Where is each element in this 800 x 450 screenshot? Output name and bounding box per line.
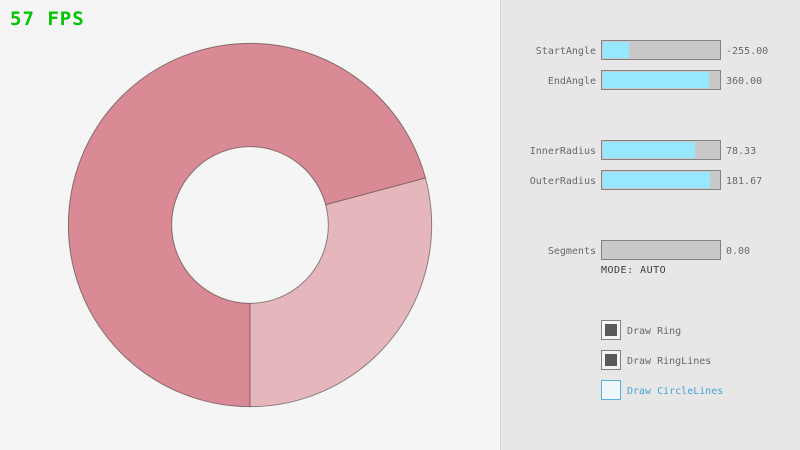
segments-mode-text: MODE: AUTO [601,265,667,276]
slider-row-startangle: StartAngle -255.00 [501,40,800,60]
slider-fill [603,42,629,58]
slider-fill [603,142,696,158]
slider-fill [603,72,710,88]
draw-ring-label: Draw Ring [627,326,682,337]
startangle-label: StartAngle [535,46,596,57]
ring-outline-inner [171,146,329,304]
controls-panel: StartAngle -255.00 EndAngle 360.00 Inner… [500,0,800,450]
ring-sector-single [250,177,432,407]
innerradius-slider[interactable] [601,140,721,160]
checkbox-row-draw-circlelines: Draw CircleLines [501,380,800,400]
checkbox-row-draw-ringlines: Draw RingLines [501,350,800,370]
innerradius-value: 78.33 [726,146,757,157]
draw-ring-checkbox[interactable] [601,320,621,340]
segments-value: 0.00 [726,246,751,257]
ring-outline-edge [325,177,426,206]
endangle-value: 360.00 [726,76,763,87]
outerradius-value: 181.67 [726,176,763,187]
draw-ringlines-checkbox[interactable] [601,350,621,370]
checkbox-row-draw-ring: Draw Ring [501,320,800,340]
ring-sector-overlap [68,43,426,407]
segments-slider[interactable] [601,240,721,260]
outerradius-slider[interactable] [601,170,721,190]
fps-counter: 57 FPS [10,8,85,30]
startangle-value: -255.00 [726,46,769,57]
draw-circlelines-label: Draw CircleLines [627,386,724,397]
draw-circlelines-checkbox[interactable] [601,380,621,400]
slider-row-endangle: EndAngle 360.00 [501,70,800,90]
endangle-slider[interactable] [601,70,721,90]
slider-row-innerradius: InnerRadius 78.33 [501,140,800,160]
outerradius-label: OuterRadius [529,176,596,187]
slider-row-outerradius: OuterRadius 181.67 [501,170,800,190]
innerradius-label: InnerRadius [529,146,596,157]
draw-ringlines-label: Draw RingLines [627,356,712,367]
slider-row-segments: Segments 0.00 [501,240,800,260]
slider-fill [603,172,711,188]
ring-outline-outer [67,42,433,408]
startangle-slider[interactable] [601,40,721,60]
endangle-label: EndAngle [547,76,596,87]
segments-label: Segments [547,246,596,257]
